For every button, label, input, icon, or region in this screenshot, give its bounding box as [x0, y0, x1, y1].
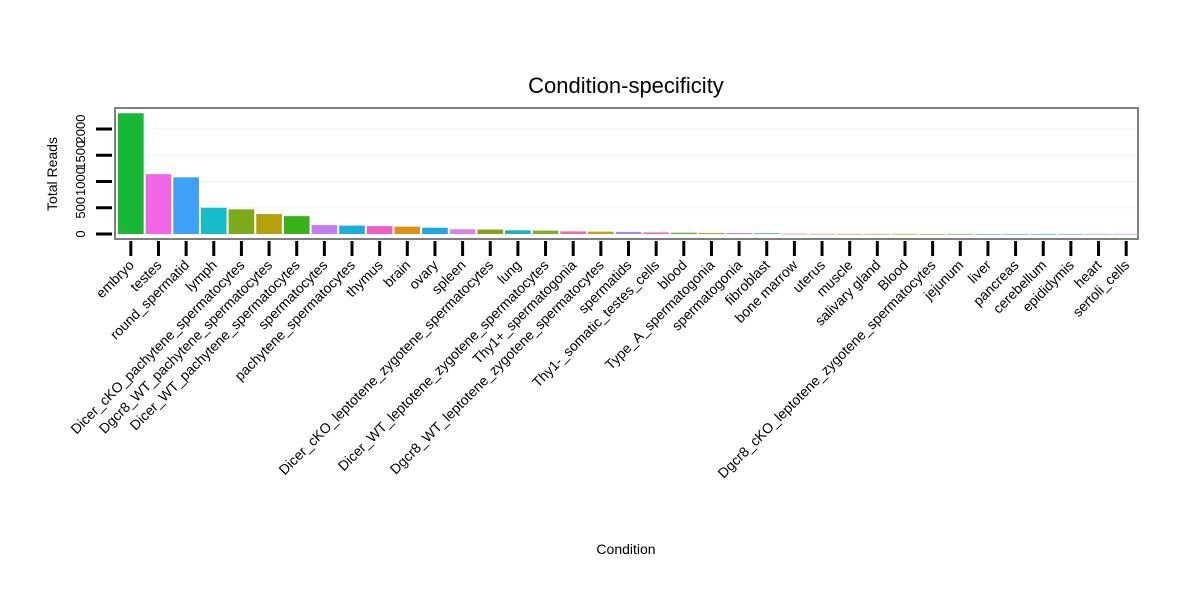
bar-testes — [145, 174, 172, 234]
bar-epididymis — [1058, 233, 1084, 235]
bar-embryo — [118, 113, 144, 234]
bar-spermatogonia — [726, 233, 752, 234]
x-axis-label: Condition — [596, 541, 655, 557]
bar-dgcr8-wt-leptotene-zygotene-spermatocytes — [588, 231, 614, 234]
bar-dgcr8-cko-leptotene-zygotene-spermatocytes — [919, 233, 946, 235]
bar-pancreas — [1002, 233, 1029, 235]
bar-spleen — [449, 229, 476, 234]
bar-blood — [670, 232, 697, 234]
bar-blood — [892, 233, 918, 235]
bar-round-spermatid — [173, 177, 199, 234]
bar-cerebellum — [1030, 233, 1057, 235]
bar-dicer-cko-pachytene-spermatocytes — [228, 209, 255, 234]
y-tick-label: 500 — [73, 197, 88, 219]
bar-bone-marrow — [781, 233, 808, 235]
bar-pachytene-spermatocytes — [339, 225, 365, 234]
bar-thy1-spermatogonia — [560, 231, 587, 234]
bar-brain — [394, 226, 421, 234]
y-tick-label: 1000 — [73, 167, 88, 196]
bar-spermatids — [615, 231, 642, 234]
bar-thymus — [366, 226, 393, 234]
bar-spermatocytes — [311, 225, 338, 234]
y-axis-label: Total Reads — [44, 137, 60, 211]
bar-heart — [1085, 233, 1112, 235]
bar-lung — [505, 230, 531, 234]
y-tick-label: 2000 — [73, 115, 88, 144]
x-tick-label: Dgcr8_WT_leptotene_zygotene_spermatocyte… — [387, 257, 607, 477]
bar-sertoli-cells — [1113, 233, 1139, 235]
bar-uterus — [809, 233, 835, 235]
bar-fibroblast — [753, 233, 780, 234]
bar-type-a-spermatogonia — [698, 232, 725, 234]
bar-dicer-wt-pachytene-spermatocytes — [283, 216, 310, 234]
x-axis: embryotestesround_spermatidlymphDicer_cK… — [67, 241, 1132, 481]
chart-title: Condition-specificity — [528, 73, 724, 98]
bar-dgcr8-wt-pachytene-spermatocytes — [256, 214, 282, 234]
bar-liver — [975, 233, 1001, 235]
y-tick-label: 0 — [73, 230, 88, 237]
bar-lymph — [200, 207, 227, 234]
bars — [118, 113, 1139, 235]
bar-muscle — [836, 233, 863, 235]
y-tick-label: 1500 — [73, 141, 88, 170]
bar-ovary — [422, 227, 448, 234]
bar-thy1-somatic-testes-cells — [643, 232, 669, 234]
bar-dicer-cko-leptotene-zygotene-spermatocytes — [477, 229, 504, 234]
bar-salivary-gland — [864, 233, 891, 235]
bar-jejunum — [947, 233, 974, 235]
bar-dicer-wt-leptotene-zygotene-spermatocytes — [532, 230, 559, 234]
